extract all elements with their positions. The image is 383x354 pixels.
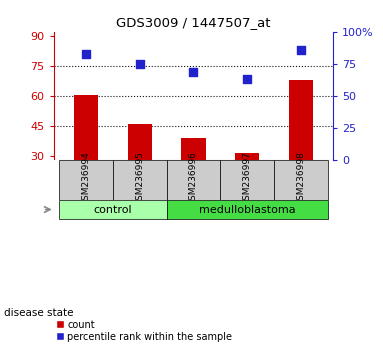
Point	[244, 76, 250, 82]
Text: GSM236997: GSM236997	[243, 152, 252, 206]
Text: control: control	[93, 205, 132, 215]
Text: GSM236995: GSM236995	[135, 152, 144, 206]
Bar	[181, 138, 206, 160]
Bar	[235, 153, 259, 160]
Bar	[167, 200, 328, 219]
Bar	[274, 160, 328, 200]
Bar	[59, 160, 113, 200]
Bar	[289, 80, 313, 160]
Title: GDS3009 / 1447507_at: GDS3009 / 1447507_at	[116, 16, 271, 29]
Text: disease state: disease state	[4, 308, 73, 318]
Point	[137, 61, 143, 67]
Bar	[167, 160, 220, 200]
Bar	[128, 124, 152, 160]
Bar	[74, 95, 98, 160]
Bar	[59, 200, 167, 219]
Point	[190, 69, 196, 74]
Point	[298, 47, 304, 53]
Legend: count, percentile rank within the sample: count, percentile rank within the sample	[51, 316, 236, 346]
Text: medulloblastoma: medulloblastoma	[199, 205, 296, 215]
Text: GSM236996: GSM236996	[189, 152, 198, 206]
Bar	[113, 160, 167, 200]
Point	[83, 51, 89, 56]
Text: GSM236994: GSM236994	[81, 152, 90, 206]
Bar	[220, 160, 274, 200]
Text: GSM236998: GSM236998	[296, 152, 306, 206]
